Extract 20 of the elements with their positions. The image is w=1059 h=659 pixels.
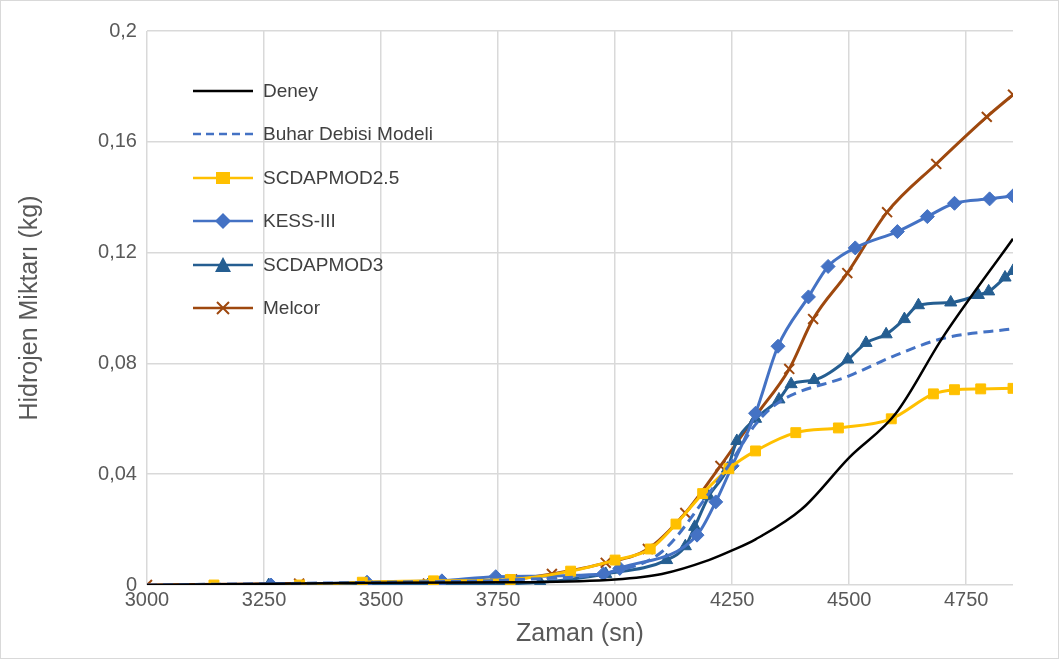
- y-tick-label: 0,08: [98, 350, 137, 373]
- legend-label: SCDAPMOD3: [263, 253, 384, 276]
- legend-label: Melcor: [263, 297, 321, 320]
- legend-label: KESS-III: [263, 210, 336, 233]
- x-tick-label: 4000: [592, 587, 638, 610]
- y-axis-title: Hidrojen Miktarı (kg): [13, 195, 42, 421]
- legend-label: Deney: [263, 79, 318, 102]
- y-tick-label: 0,16: [98, 129, 137, 152]
- y-tick-label: 0,2: [109, 18, 137, 41]
- y-tick-label: 0,04: [98, 461, 137, 484]
- x-tick-label: 4250: [709, 587, 755, 610]
- x-axis-title: Zaman (sn): [516, 617, 644, 646]
- x-tick-label: 4500: [826, 587, 872, 610]
- x-tick-label: 3750: [475, 587, 521, 610]
- x-tick-label: 4750: [943, 587, 989, 610]
- legend-label: Buhar Debisi Modeli: [263, 123, 434, 146]
- y-tick-label: 0,12: [98, 240, 137, 263]
- x-tick-label: 3250: [241, 587, 287, 610]
- legend-label: SCDAPMOD2.5: [263, 166, 400, 189]
- x-tick-label: 3500: [358, 587, 404, 610]
